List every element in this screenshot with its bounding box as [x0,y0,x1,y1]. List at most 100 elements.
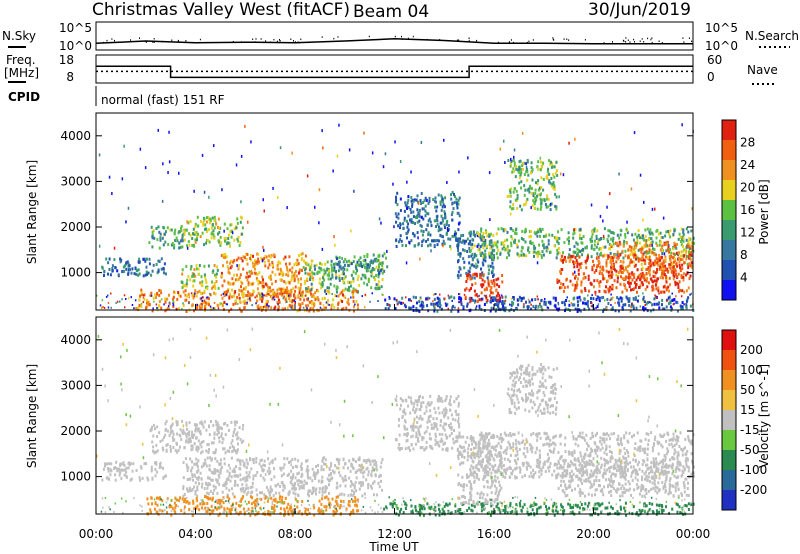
velocity-cell [298,509,301,513]
power-cell [674,253,676,257]
velocity-cell [217,513,220,517]
power-cell [571,255,574,258]
velocity-cell [145,462,148,466]
power-cell [473,244,476,248]
power-cell [504,306,507,310]
velocity-cell [298,485,301,489]
velocity-cell [352,483,355,487]
power-cell [527,305,530,309]
power-cell [206,238,209,242]
power-cell [434,302,437,306]
velocity-cell [243,461,246,465]
power-cell [164,240,167,244]
velocity-cell [347,493,350,497]
power-cell [643,251,646,254]
power-cell [690,247,693,251]
velocity-cell [380,479,382,483]
power-cell [463,293,466,296]
power-cell [253,271,256,275]
power-cell [358,283,361,287]
velocity-cell [366,466,369,470]
velocity-cell [221,441,224,445]
power-cell [572,232,575,236]
power-cell [637,259,640,263]
power-cell [667,245,670,249]
power-cell [675,273,677,276]
power-cell [500,241,503,245]
velocity-cell [287,502,290,506]
power-cell [549,160,552,164]
nsearch-point [308,41,310,44]
power-cell [480,297,483,300]
velocity-cell [194,506,197,510]
power-cell [318,266,321,270]
power-cell [527,246,530,250]
velocity-cell [173,501,176,505]
power-cell [678,289,681,293]
power-cell [470,287,472,290]
power-cell [220,241,223,245]
velocity-cell [236,431,239,435]
power-cell [121,177,124,181]
power-cell [634,232,637,236]
power-cell [445,231,448,235]
power-cell [127,262,130,266]
power-cell [241,259,244,263]
velocity-cell [214,457,217,461]
power-cell [617,301,620,305]
power-cell [460,297,463,300]
velocity-cell [367,458,370,462]
power-cell [412,215,415,219]
velocity-cell [185,423,188,427]
velocity-cell [341,476,344,480]
velocity-cell [173,509,176,513]
power-cell [542,243,545,247]
power-cell [107,272,109,276]
velocity-cell [159,440,162,443]
power-cell [622,260,625,264]
power-cell [519,171,522,175]
power-cell [236,221,239,225]
power-cell [657,277,659,281]
power-cell [556,248,559,252]
power-cell [507,159,510,162]
power-cell [615,273,618,277]
power-cell [211,286,213,290]
power-cell [475,262,477,266]
power-cell [456,203,459,207]
velocity-cell [350,464,353,468]
power-cell [640,274,643,278]
power-cell [249,274,252,278]
power-cell [262,278,264,282]
nsearch-point [152,41,154,43]
velocity-cell [193,485,196,489]
nsearch-point [584,39,586,41]
power-cell [191,303,194,307]
power-cell [203,289,206,293]
power-cell [235,163,238,167]
power-cell [258,307,260,310]
velocity-cell [339,484,342,488]
power-cell [255,277,258,281]
power-cell [107,306,110,309]
velocity-cell [190,468,193,472]
power-cell [554,296,557,300]
velocity-cell [250,467,253,471]
power-cell [490,279,493,283]
power-cell [480,291,483,295]
velocity-cell [220,499,223,503]
power-cell [655,236,658,240]
power-cell [635,257,638,261]
velocity-cell [119,470,122,474]
power-cell [668,263,671,267]
velocity-cell [305,459,307,463]
velocity-cell [309,476,312,480]
velocity-cell [267,488,270,492]
power-cell [680,250,683,254]
power-cell [683,303,685,306]
power-cell [445,223,448,226]
power-cell [555,307,558,311]
power-cell [645,279,648,283]
velocity-cell [101,478,104,482]
power-cell [310,274,313,278]
